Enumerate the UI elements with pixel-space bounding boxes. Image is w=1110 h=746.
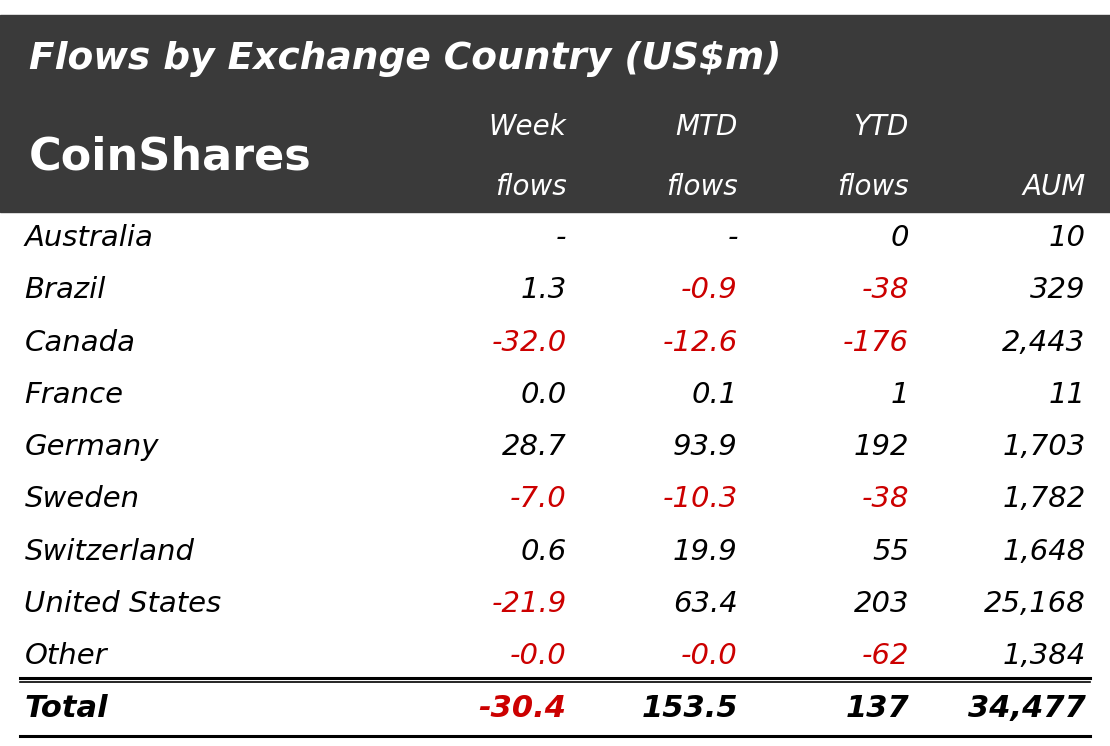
Text: -32.0: -32.0: [492, 328, 566, 357]
Text: 1,703: 1,703: [1002, 433, 1086, 461]
Bar: [0, 15, 1110, 212]
Text: Switzerland: Switzerland: [24, 538, 194, 565]
Text: 1,782: 1,782: [1002, 486, 1086, 513]
Text: -: -: [727, 224, 738, 252]
Text: -38: -38: [861, 276, 909, 304]
Text: 0.0: 0.0: [521, 381, 566, 409]
Text: -12.6: -12.6: [663, 328, 738, 357]
Text: -30.4: -30.4: [478, 695, 566, 723]
Text: YTD: YTD: [854, 113, 909, 142]
Text: 1,384: 1,384: [1002, 642, 1086, 671]
Text: 0.1: 0.1: [692, 381, 738, 409]
Text: United States: United States: [24, 590, 222, 618]
Text: Total: Total: [24, 695, 108, 723]
Text: 55: 55: [872, 538, 909, 565]
Text: flows: flows: [837, 173, 909, 201]
Text: -10.3: -10.3: [663, 486, 738, 513]
Text: -62: -62: [861, 642, 909, 671]
Text: 192: 192: [854, 433, 909, 461]
Text: Canada: Canada: [24, 328, 135, 357]
Text: -0.9: -0.9: [682, 276, 738, 304]
Text: flows: flows: [495, 173, 566, 201]
Text: -7.0: -7.0: [509, 486, 566, 513]
Text: -0.0: -0.0: [682, 642, 738, 671]
Text: Flows by Exchange Country (US$m): Flows by Exchange Country (US$m): [29, 41, 781, 77]
Text: Sweden: Sweden: [24, 486, 140, 513]
Text: 63.4: 63.4: [673, 590, 738, 618]
Text: 28.7: 28.7: [502, 433, 566, 461]
Text: 19.9: 19.9: [673, 538, 738, 565]
Text: 10: 10: [1049, 224, 1086, 252]
Text: 93.9: 93.9: [673, 433, 738, 461]
Text: 1.3: 1.3: [521, 276, 566, 304]
Text: CoinShares: CoinShares: [29, 136, 312, 179]
Text: -176: -176: [842, 328, 909, 357]
Text: -38: -38: [861, 486, 909, 513]
Text: Other: Other: [24, 642, 107, 671]
Text: Germany: Germany: [24, 433, 159, 461]
Text: 153.5: 153.5: [642, 695, 738, 723]
Text: 25,168: 25,168: [983, 590, 1086, 618]
Text: Australia: Australia: [24, 224, 153, 252]
Text: -21.9: -21.9: [492, 590, 566, 618]
Text: 203: 203: [854, 590, 909, 618]
Text: 0.6: 0.6: [521, 538, 566, 565]
Text: Brazil: Brazil: [24, 276, 105, 304]
Text: 2,443: 2,443: [1002, 328, 1086, 357]
Text: flows: flows: [666, 173, 738, 201]
Text: -0.0: -0.0: [509, 642, 566, 671]
Text: France: France: [24, 381, 123, 409]
Text: 11: 11: [1049, 381, 1086, 409]
Text: -: -: [556, 224, 566, 252]
Text: MTD: MTD: [676, 113, 738, 142]
Text: AUM: AUM: [1022, 173, 1086, 201]
Text: Week: Week: [488, 113, 566, 142]
Text: 1,648: 1,648: [1002, 538, 1086, 565]
Text: 0: 0: [890, 224, 909, 252]
Text: 137: 137: [846, 695, 909, 723]
Text: 34,477: 34,477: [968, 695, 1086, 723]
Text: 329: 329: [1030, 276, 1086, 304]
Text: 1: 1: [890, 381, 909, 409]
